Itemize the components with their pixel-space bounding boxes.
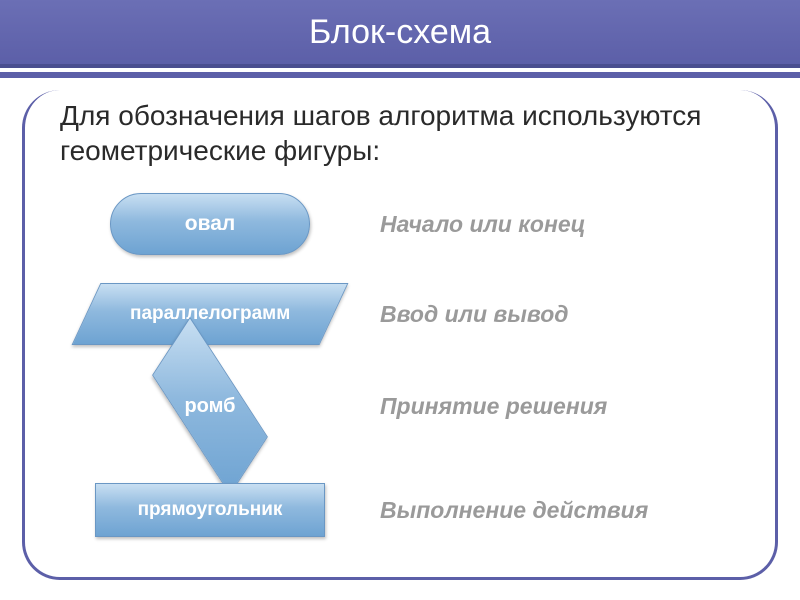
rectangle-meaning: Выполнение действия [360,497,760,524]
shape-row-rhombus: ромб Принятие решения [60,366,760,446]
parallelogram-meaning: Ввод или вывод [360,301,760,328]
flowchart-io: параллелограмм [72,283,349,345]
oval-meaning: Начало или конец [360,211,760,238]
slide-header: Блок-схема [0,0,800,68]
description-text: Для обозначения шагов алгоритма использу… [60,98,760,168]
flowchart-terminator: овал [110,193,310,255]
slide-title: Блок-схема [309,13,491,52]
frame-top-line [0,72,800,78]
oval-cell: овал [60,193,360,255]
rhombus-label: ромб [184,395,235,418]
rectangle-cell: прямоугольник [60,483,360,537]
parallelogram-label: параллелограмм [130,303,290,325]
rhombus-meaning: Принятие решения [360,393,760,420]
rhombus-cell: ромб [60,358,360,454]
oval-label: овал [185,212,235,236]
rectangle-label: прямоугольник [138,499,283,521]
parallelogram-cell: параллелограмм [60,283,360,345]
shape-row-parallelogram: параллелограмм Ввод или вывод [60,274,760,354]
flowchart-process: прямоугольник [95,483,325,537]
shape-row-oval: овал Начало или конец [60,184,760,264]
flowchart-decision: ромб [106,358,314,454]
shape-row-rectangle: прямоугольник Выполнение действия [60,470,760,550]
